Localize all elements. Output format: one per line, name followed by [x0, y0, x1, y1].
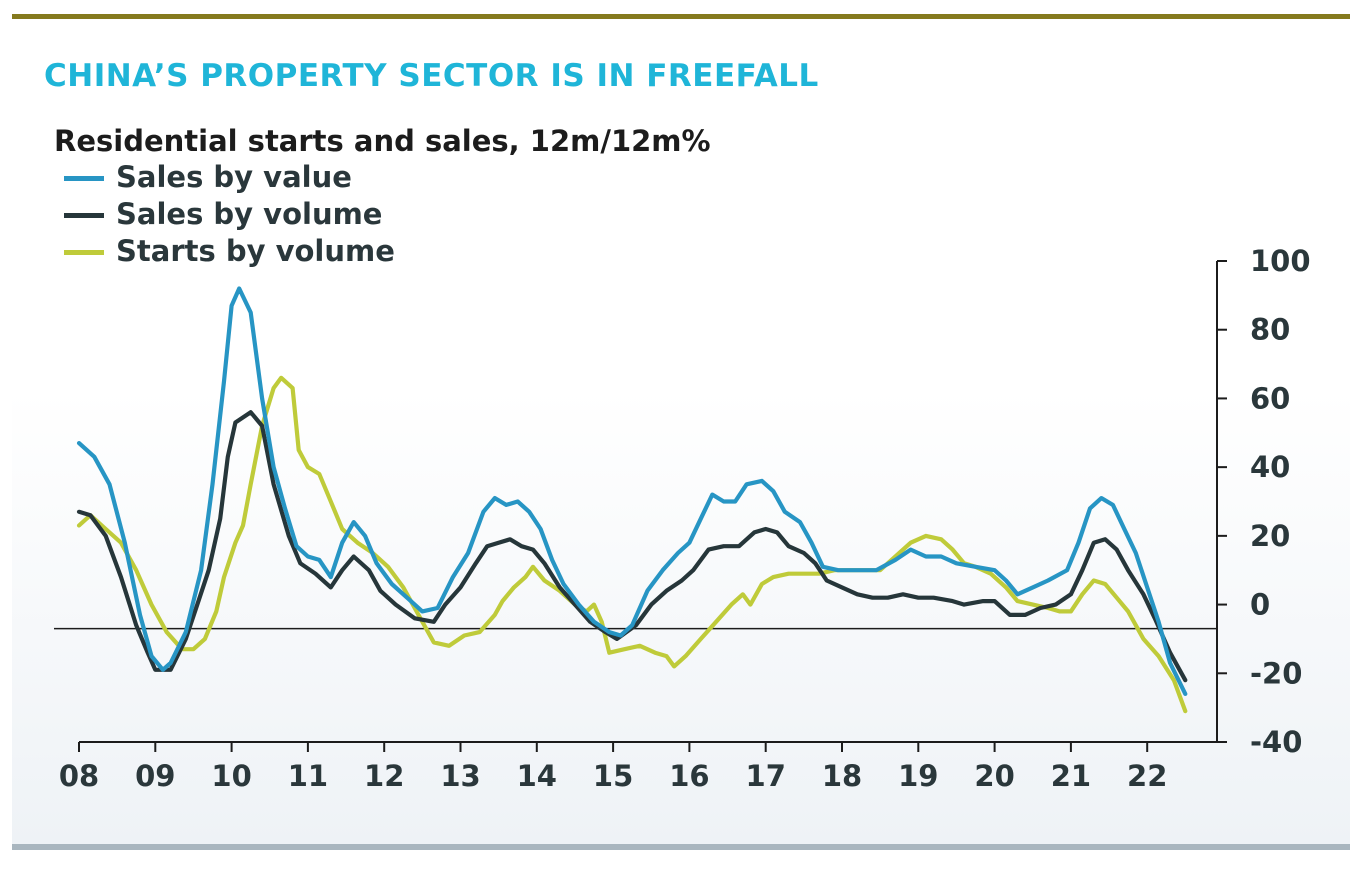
- series-line-starts-by-volume: [76, 375, 1188, 714]
- legend-swatch-sales-by-volume: [64, 213, 104, 218]
- y-tick-label--20: -20: [1250, 656, 1302, 690]
- top-rule: [12, 14, 1350, 19]
- x-tick-label-14: 14: [517, 759, 557, 793]
- x-tick-label-17: 17: [746, 759, 786, 793]
- y-tick-label-100: 100: [1250, 244, 1311, 278]
- legend-swatch-starts-by-volume: [64, 250, 104, 255]
- y-tick-label-0: 0: [1250, 588, 1270, 622]
- x-tick-label-16: 16: [669, 759, 709, 793]
- headline: CHINA’S PROPERTY SECTOR IS IN FREEFALL: [44, 58, 819, 94]
- x-tick-label-18: 18: [822, 759, 862, 793]
- y-tick-label-80: 80: [1250, 313, 1290, 347]
- x-tick-label-21: 21: [1051, 759, 1091, 793]
- x-tick-label-13: 13: [440, 759, 480, 793]
- y-tick-label-60: 60: [1250, 381, 1290, 415]
- legend-label-starts-by-volume: Starts by volume: [116, 234, 395, 268]
- x-tick-label-20: 20: [974, 759, 1014, 793]
- x-tick-label-19: 19: [898, 759, 938, 793]
- x-tick-label-09: 09: [135, 759, 175, 793]
- x-tick-label-10: 10: [211, 759, 251, 793]
- x-tick-label-11: 11: [288, 759, 328, 793]
- y-tick-label-20: 20: [1250, 519, 1290, 553]
- y-tick-label-40: 40: [1250, 450, 1290, 484]
- legend-swatch-sales-by-value: [64, 176, 104, 181]
- series-line-sales-by-volume: [76, 410, 1188, 683]
- legend-label-sales-by-value: Sales by value: [116, 160, 352, 194]
- x-tick-label-15: 15: [593, 759, 633, 793]
- bottom-rule: [12, 844, 1350, 850]
- legend-label-sales-by-volume: Sales by volume: [116, 197, 383, 231]
- chart-subtitle: Residential starts and sales, 12m/12m%: [54, 124, 711, 158]
- x-tick-label-22: 22: [1127, 759, 1167, 793]
- y-tick-label--40: -40: [1250, 725, 1302, 759]
- x-tick-label-08: 08: [59, 759, 99, 793]
- x-tick-label-12: 12: [364, 759, 404, 793]
- series-line-sales-by-value: [76, 286, 1188, 696]
